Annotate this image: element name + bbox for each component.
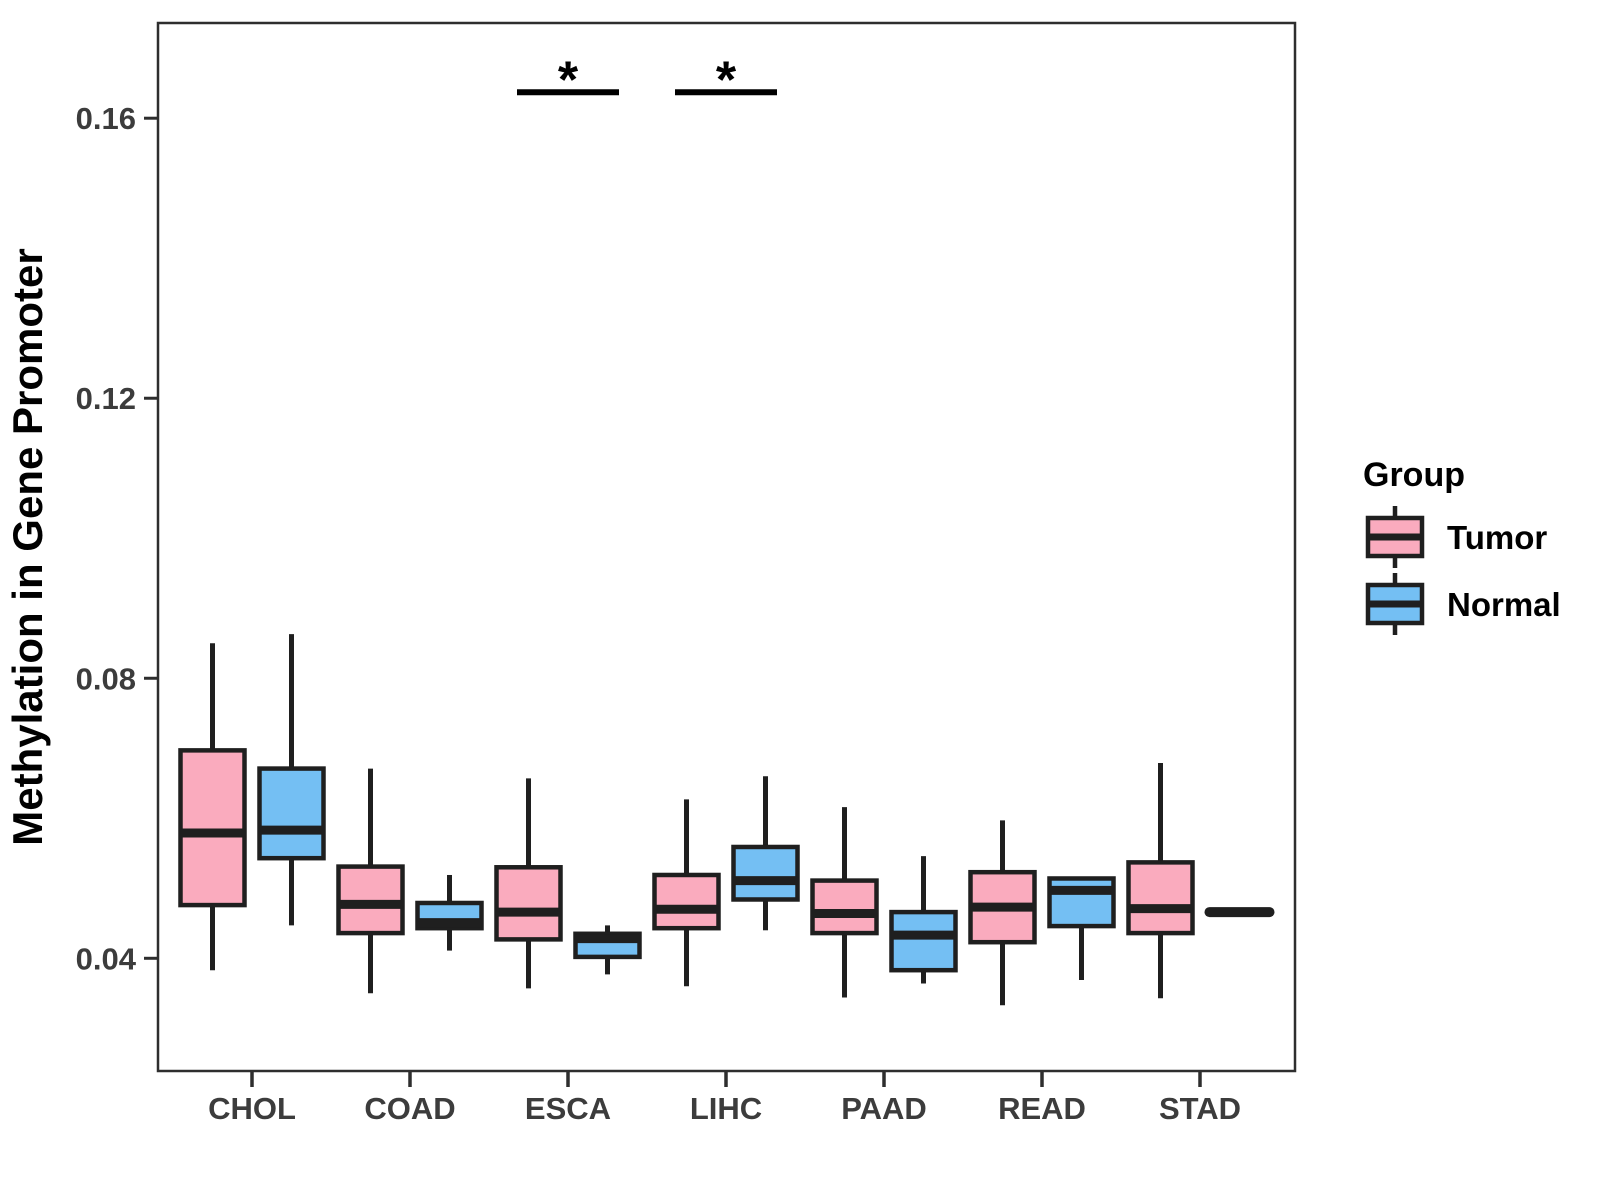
box-chol-normal — [257, 634, 326, 926]
iqr-box — [810, 878, 879, 936]
legend-label-tumor: Tumor — [1447, 519, 1547, 556]
box-esca-tumor — [494, 778, 563, 989]
box-read-normal — [1047, 876, 1116, 980]
plot-panel — [156, 21, 1297, 1073]
x-tick-label-esca: ESCA — [525, 1091, 611, 1126]
box-stad-tumor — [1126, 762, 1195, 999]
x-tick-label-paad: PAAD — [841, 1091, 927, 1126]
iqr-box — [257, 766, 326, 861]
x-tick-label-lihc: LIHC — [690, 1091, 762, 1126]
legend-label-normal: Normal — [1447, 586, 1561, 623]
y-tick-label: 0.12 — [76, 381, 136, 416]
legend-entry-tumor: Tumor — [1365, 506, 1547, 568]
y-tick-label: 0.16 — [76, 101, 136, 136]
x-tick-label-read: READ — [998, 1091, 1086, 1126]
box-coad-normal — [415, 874, 484, 951]
y-tick-label: 0.04 — [76, 941, 137, 976]
y-tick-label: 0.08 — [76, 661, 136, 696]
x-tick-label-chol: CHOL — [208, 1091, 296, 1126]
iqr-box — [1126, 860, 1195, 936]
box-esca-normal — [573, 925, 642, 975]
box-read-tumor — [968, 820, 1037, 1006]
iqr-box — [1047, 876, 1116, 929]
iqr-box — [731, 844, 800, 902]
x-tick-label-coad: COAD — [364, 1091, 455, 1126]
iqr-box — [336, 864, 405, 936]
box-coad-tumor — [336, 768, 405, 994]
significance-star-esca: * — [558, 51, 579, 109]
box-chol-tumor — [178, 643, 247, 971]
x-tick-label-stad: STAD — [1159, 1091, 1241, 1126]
legend-title: Group — [1363, 456, 1465, 494]
box-paad-normal — [889, 856, 958, 984]
iqr-box — [652, 872, 721, 931]
iqr-box — [889, 909, 958, 973]
y-axis-title: Methylation in Gene Promoter — [4, 248, 51, 845]
box-lihc-tumor — [652, 799, 721, 987]
iqr-box — [494, 865, 563, 942]
iqr-box — [178, 748, 247, 908]
box-paad-tumor — [810, 807, 879, 998]
legend-entry-normal: Normal — [1365, 573, 1561, 635]
significance-star-lihc: * — [716, 51, 737, 109]
box-lihc-normal — [731, 776, 800, 931]
